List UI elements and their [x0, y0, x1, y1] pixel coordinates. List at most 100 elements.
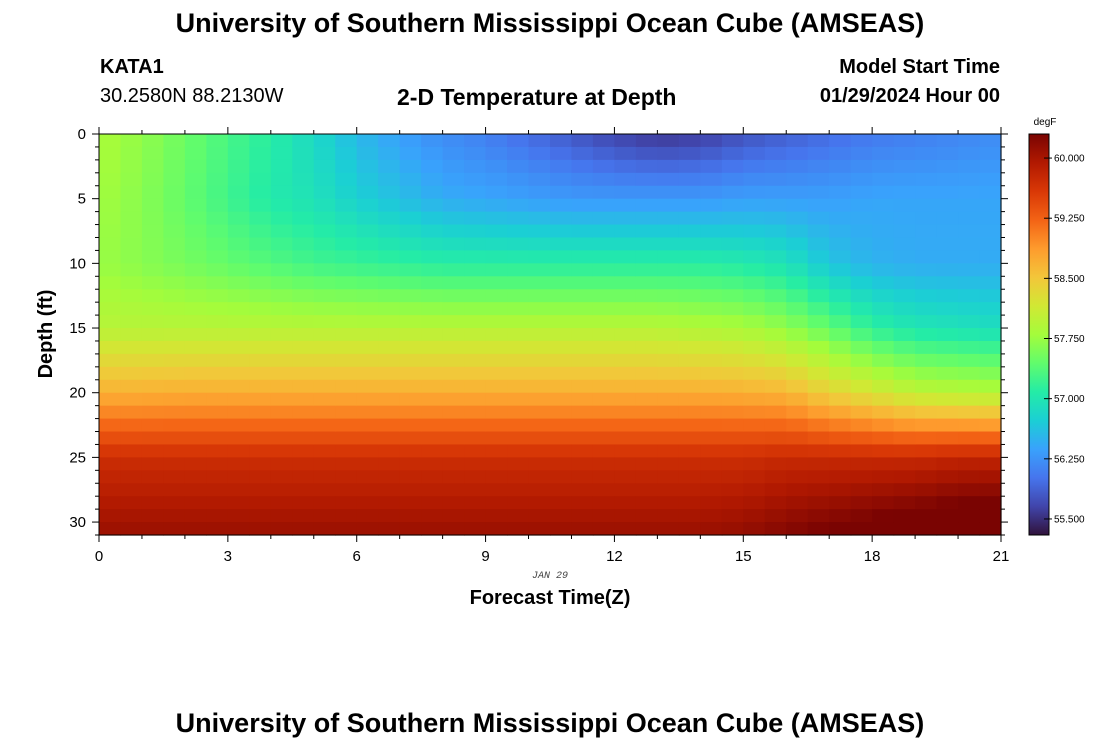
colorbar-unit: degF [1034, 117, 1057, 128]
heatmap-cell [807, 224, 830, 239]
heatmap-cell [571, 496, 594, 510]
heatmap-cell [893, 315, 916, 329]
heatmap-cell [721, 431, 744, 446]
heatmap-cell [163, 340, 186, 355]
heatmap-cell [915, 379, 938, 394]
heatmap-cell [635, 211, 658, 226]
model-start-label: Model Start Time [839, 56, 1000, 78]
heatmap-cell [700, 315, 723, 329]
heatmap-cell [614, 224, 637, 239]
heatmap-cell [958, 444, 981, 458]
heatmap-cell [313, 159, 336, 174]
heatmap-cell [141, 289, 165, 303]
heatmap-cell [550, 405, 573, 420]
heatmap-cell [227, 172, 250, 187]
heatmap-cell [721, 457, 744, 471]
heatmap-cell [378, 353, 401, 368]
heatmap-cell [507, 509, 530, 523]
heatmap-cell [721, 211, 744, 226]
heatmap-cell [764, 224, 787, 239]
heatmap-cell [592, 185, 616, 200]
heatmap-cell [249, 353, 272, 368]
heatmap-cell [141, 418, 165, 433]
heatmap-cell [335, 444, 358, 458]
heatmap-cell [657, 224, 680, 239]
heatmap-cell [249, 263, 272, 277]
heatmap-cell [614, 353, 637, 368]
heatmap-cell [743, 353, 766, 368]
heatmap-cell [227, 159, 250, 174]
heatmap-cell [635, 483, 658, 497]
heatmap-cell [829, 496, 852, 510]
heatmap-cell [399, 237, 422, 252]
heatmap-cell [614, 211, 637, 226]
heatmap-cell [936, 315, 959, 329]
heatmap-cell [700, 470, 723, 484]
heatmap-cell [227, 289, 250, 303]
heatmap-cell [227, 392, 250, 407]
heatmap-cell [786, 470, 809, 484]
heatmap-cell [464, 483, 487, 497]
heatmap-cell [313, 328, 336, 342]
heatmap-cell [592, 340, 616, 355]
heatmap-cell [614, 315, 637, 329]
heatmap-cell [249, 276, 272, 290]
heatmap-cell [979, 470, 1002, 484]
colorbar-tick-label: 58.500 [1054, 274, 1085, 285]
heatmap-cell [764, 134, 787, 148]
heatmap-cell [313, 302, 336, 316]
heatmap-cell [421, 146, 444, 161]
heatmap-cell [614, 276, 637, 290]
heatmap-cell [227, 522, 250, 536]
heatmap-cell [399, 483, 422, 497]
heatmap-cell [764, 263, 787, 277]
heatmap-cell [592, 198, 616, 213]
x-tick-label: 6 [353, 548, 361, 565]
heatmap-cell [292, 522, 315, 536]
heatmap-cell [958, 418, 981, 433]
heatmap-cell [99, 185, 122, 200]
heatmap-cell [292, 444, 315, 458]
heatmap-cell [507, 172, 530, 187]
heatmap-cell [313, 224, 336, 239]
heatmap-cell [184, 418, 207, 433]
heatmap-cell [120, 198, 143, 213]
heatmap-cell [592, 224, 616, 239]
heatmap-cell [571, 315, 594, 329]
heatmap-cell [227, 185, 250, 200]
heatmap-cell [485, 444, 508, 458]
heatmap-cell [657, 172, 680, 187]
heatmap-cell [635, 379, 658, 394]
heatmap-cell [163, 289, 186, 303]
heatmap-cell [807, 418, 830, 433]
heatmap-cell [270, 276, 293, 290]
heatmap-cell [614, 379, 637, 394]
heatmap-cell [292, 146, 315, 161]
colorbar-gradient [1028, 133, 1050, 536]
heatmap-cell [399, 211, 422, 226]
heatmap-cell [850, 237, 873, 252]
heatmap-cell [721, 444, 744, 458]
heatmap-cell [571, 276, 594, 290]
heatmap-cell [592, 328, 616, 342]
y-tick-label: 30 [69, 514, 86, 531]
heatmap-cell [335, 496, 358, 510]
heatmap-cell [421, 405, 444, 420]
heatmap-cell [442, 340, 465, 355]
heatmap-cell [99, 483, 122, 497]
heatmap-cell [313, 431, 336, 446]
heatmap-cell [356, 328, 379, 342]
heatmap-cell [915, 496, 938, 510]
heatmap-cell [120, 366, 143, 381]
heatmap-cell [335, 470, 358, 484]
heatmap-cell [528, 483, 551, 497]
heatmap-cell [700, 289, 723, 303]
heatmap-cell [378, 172, 401, 187]
heatmap-cell [464, 496, 487, 510]
heatmap-cell [571, 328, 594, 342]
heatmap-cell [335, 250, 358, 264]
heatmap-cell [184, 224, 207, 239]
heatmap-cell [700, 379, 723, 394]
heatmap-cell [743, 198, 766, 213]
heatmap-cell [635, 405, 658, 420]
